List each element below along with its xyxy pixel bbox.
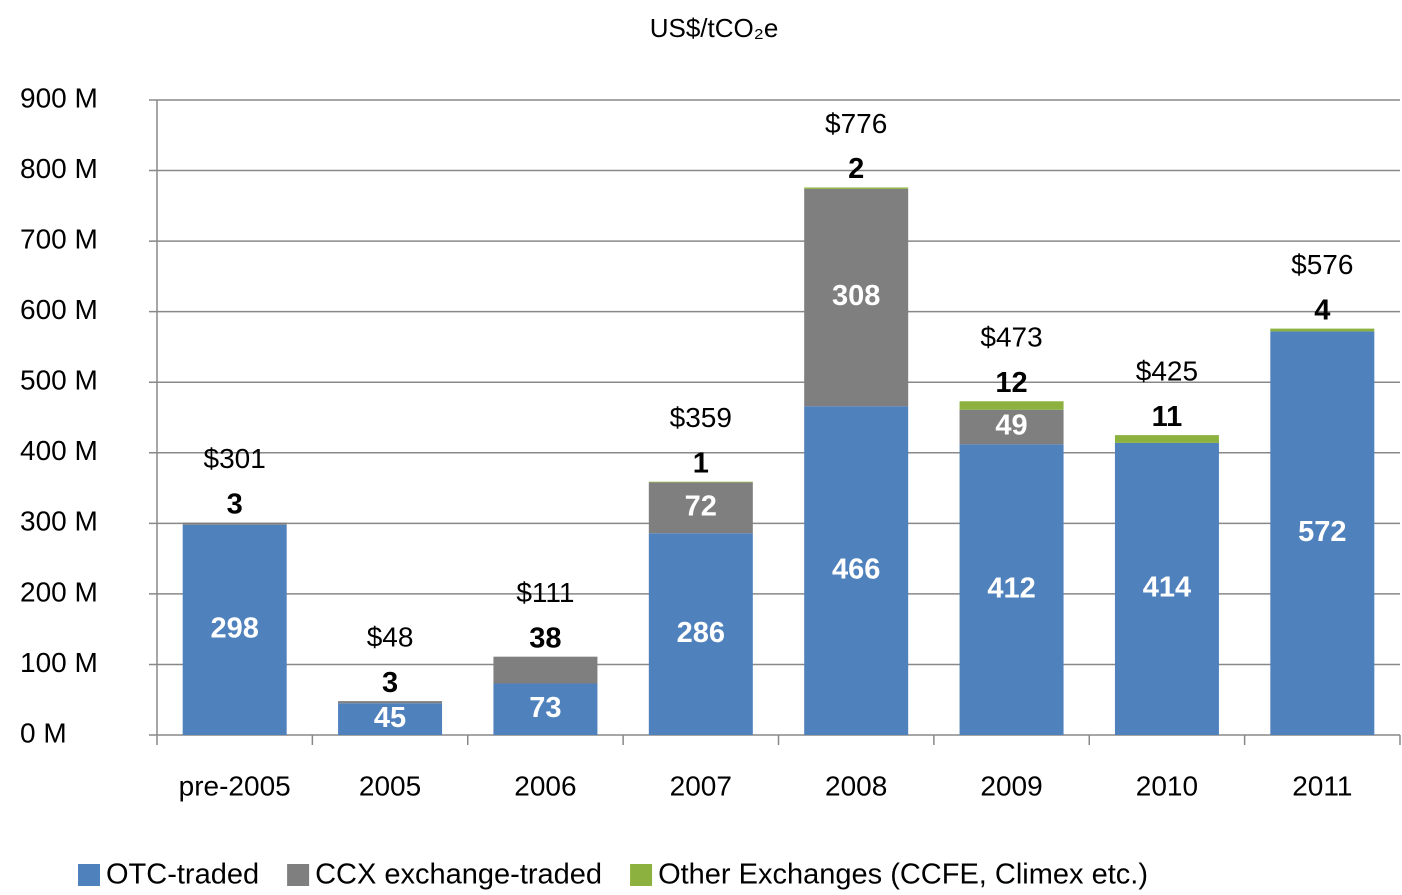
data-label: 1 (693, 447, 709, 479)
x-tick-label: 2009 (980, 770, 1042, 801)
y-tick-label: 800 M (20, 153, 98, 184)
bar-segment (493, 683, 598, 735)
legend-swatch (287, 864, 310, 886)
legend-swatch (78, 864, 100, 886)
bar-segment (1270, 331, 1375, 735)
bar-segment (959, 444, 1064, 735)
total-label: $776 (825, 108, 887, 139)
y-tick-label: 200 M (20, 576, 98, 607)
data-label: 414 (1143, 572, 1191, 604)
bar-segment (804, 188, 909, 407)
data-label: 286 (677, 617, 725, 649)
data-label: 3 (227, 488, 243, 520)
y-tick-label: 300 M (20, 506, 98, 537)
data-label: 12 (995, 367, 1027, 399)
bar-segment (182, 522, 287, 525)
data-label: 3 (382, 667, 398, 699)
bar-segment (1114, 435, 1219, 443)
bar-segment (959, 401, 1064, 410)
total-label: $576 (1291, 249, 1353, 280)
data-label: 572 (1298, 516, 1346, 548)
bar-segment (648, 482, 753, 534)
y-tick-label: 600 M (20, 294, 98, 325)
x-tick-label: 2005 (359, 770, 421, 801)
total-label: $473 (980, 322, 1042, 353)
data-label: 45 (374, 702, 406, 734)
total-label: $359 (670, 402, 732, 433)
x-tick-label: pre-2005 (179, 770, 291, 801)
x-tick-label: 2007 (670, 770, 732, 801)
legend-swatch (630, 864, 653, 886)
total-label: $301 (204, 443, 266, 474)
total-label: $425 (1136, 356, 1198, 387)
bar-segment (804, 187, 909, 189)
legend-label: Other Exchanges (CCFE, Climex etc.) (658, 859, 1148, 891)
bar-segment (493, 656, 598, 684)
total-label: $48 (367, 622, 414, 653)
bar-segment (182, 524, 287, 735)
bar-segment (804, 406, 909, 735)
y-tick-label: 0 M (20, 717, 67, 748)
bar-segment (338, 703, 443, 735)
data-label: 11 (1152, 401, 1183, 433)
bar-segment (959, 409, 1064, 445)
data-label: 73 (529, 692, 561, 724)
bar-segment (1114, 442, 1219, 735)
data-label: 308 (832, 280, 880, 312)
data-label: 4 (1314, 294, 1330, 326)
x-tick-label: 2010 (1136, 770, 1198, 801)
chart-title: US$/tCO₂e (650, 13, 779, 43)
x-tick-label: 2006 (514, 770, 576, 801)
y-tick-label: 100 M (20, 647, 98, 678)
data-label: 2 (848, 153, 864, 185)
bar-segment (648, 481, 753, 483)
total-label: $111 (516, 577, 574, 608)
y-tick-label: 700 M (20, 224, 98, 255)
y-tick-label: 500 M (20, 365, 98, 396)
data-label: 298 (210, 613, 258, 645)
bar-segment (338, 701, 443, 704)
legend-label: OTC-traded (106, 859, 259, 891)
data-label: 49 (995, 410, 1027, 442)
legend-label: CCX exchange-traded (315, 859, 602, 891)
y-tick-label: 900 M (20, 82, 98, 113)
data-label: 466 (832, 553, 880, 585)
data-label: 38 (529, 622, 561, 654)
data-label: 72 (685, 490, 717, 522)
x-tick-label: 2008 (825, 770, 887, 801)
x-tick-label: 2011 (1292, 770, 1352, 801)
data-label: 412 (987, 572, 1035, 604)
bar-segment (1270, 328, 1375, 332)
y-tick-label: 400 M (20, 435, 98, 466)
bar-segment (648, 533, 753, 735)
